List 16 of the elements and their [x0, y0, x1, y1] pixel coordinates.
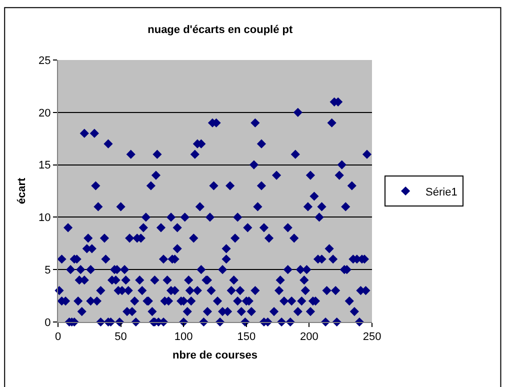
- y-tick-label: 10: [38, 212, 51, 224]
- chart-title: nuage d'écarts en couplé pt: [148, 24, 294, 36]
- x-tick-label: 50: [114, 331, 127, 344]
- y-axis-title: écart: [16, 178, 28, 204]
- x-axis-title: nbre de courses: [172, 349, 258, 362]
- y-tick-label: 15: [38, 160, 51, 172]
- x-tick-label: 200: [300, 331, 318, 344]
- x-tick-label: 150: [237, 331, 256, 344]
- y-tick-label: 0: [44, 316, 51, 329]
- x-tick-label: 0: [54, 331, 62, 344]
- x-tick-label: 100: [174, 331, 193, 344]
- x-tick-label: 250: [362, 331, 382, 344]
- y-tick-label: 5: [44, 264, 51, 276]
- y-tick-label: 25: [38, 54, 51, 67]
- y-tick-label: 20: [38, 107, 51, 120]
- legend-label: Série1: [426, 186, 458, 198]
